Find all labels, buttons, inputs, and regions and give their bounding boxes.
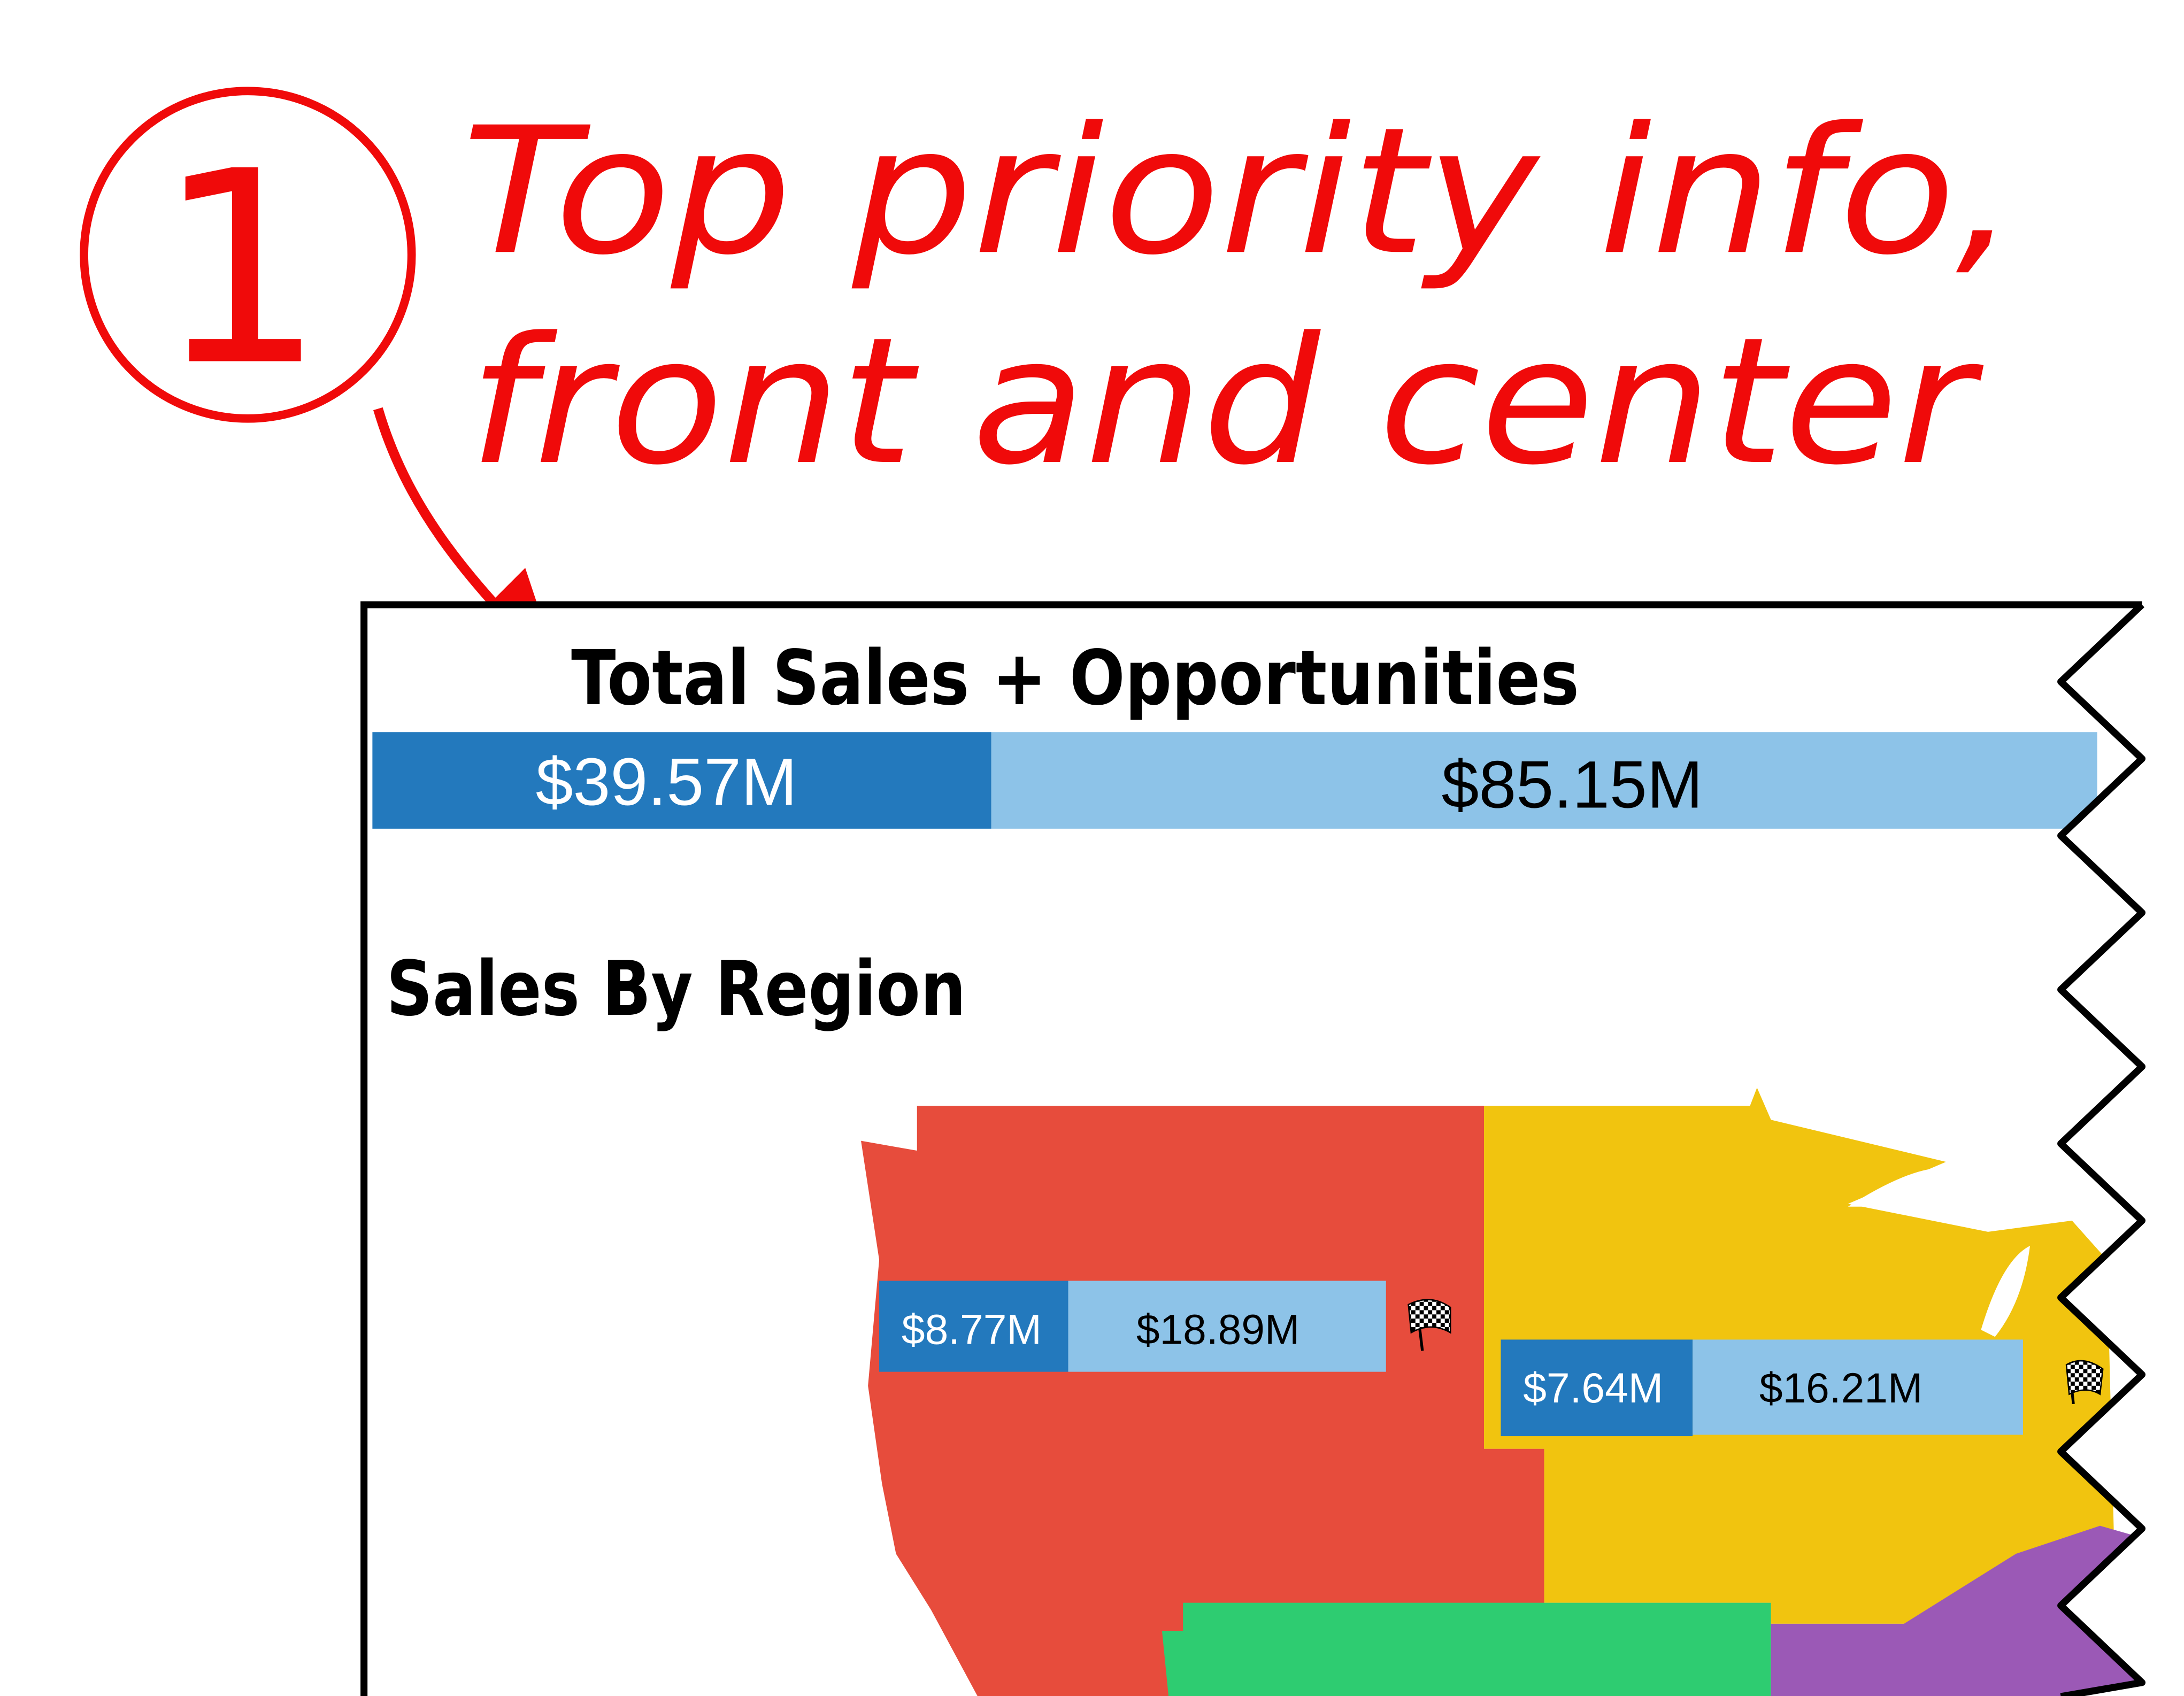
west-opportunities-bar <box>1068 1281 1386 1372</box>
total-opportunities-value: $85.15M <box>1441 747 1703 822</box>
region-map <box>861 1088 2149 1696</box>
total-sales-value: $39.57M <box>536 744 797 819</box>
region-west-callout[interactable]: $8.77M $18.89M <box>879 1281 1451 1372</box>
annotation-number: 1 <box>156 114 325 424</box>
region-west[interactable] <box>861 1106 1544 1696</box>
region-central-callout[interactable]: $7.64M $16.21M <box>1501 1339 2104 1437</box>
total-title: Total Sales + Opportunities <box>571 635 1579 722</box>
annotation-line-2: front and center <box>469 300 1985 504</box>
frame-border <box>360 601 2142 1696</box>
dashboard-frame: Total Sales + Opportunities $39.57M $85.… <box>360 601 2184 1696</box>
annotation-line-1: Top priority info, <box>462 90 2016 294</box>
west-opportunities-value: $18.89M <box>1136 1306 1300 1353</box>
total-sales-bar[interactable] <box>372 732 991 829</box>
checkered-flag-icon <box>1408 1299 1451 1351</box>
annotation-number-circle <box>80 87 416 423</box>
west-sales-value: $8.77M <box>902 1306 1042 1353</box>
region-east[interactable] <box>1771 1525 2149 1696</box>
checkered-flag-icon <box>2065 1360 2104 1405</box>
central-sales-value: $7.64M <box>1523 1364 1663 1412</box>
central-opportunities-value: $16.21M <box>1759 1364 1923 1412</box>
torn-edge <box>2057 602 2146 1696</box>
central-sales-bar <box>1501 1339 1693 1437</box>
west-sales-bar <box>879 1281 1068 1372</box>
region-title: Sales By Region <box>387 945 966 1033</box>
region-south[interactable] <box>1162 1602 1771 1696</box>
total-opportunities-bar[interactable] <box>991 732 2097 829</box>
central-opportunities-bar <box>1693 1339 2023 1435</box>
